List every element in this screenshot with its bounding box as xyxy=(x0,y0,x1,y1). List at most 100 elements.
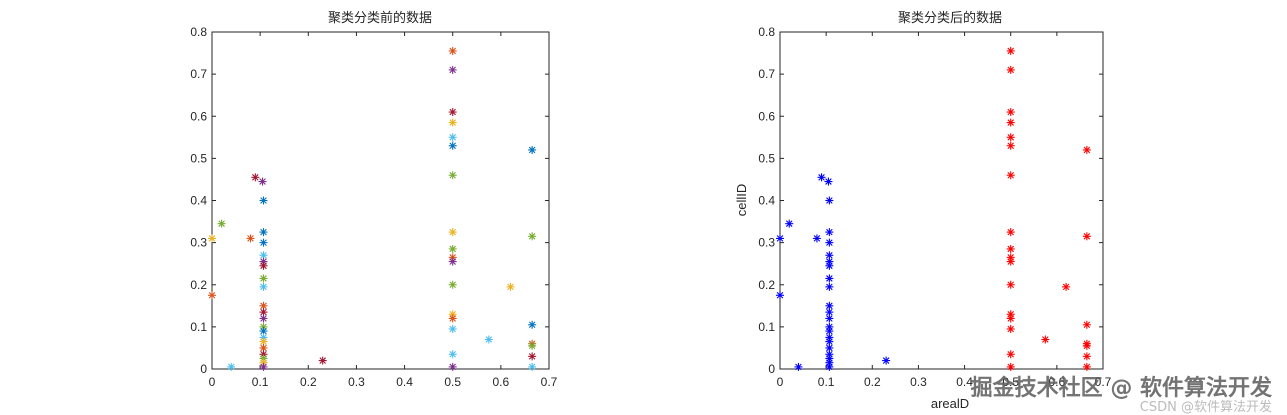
left-axes: 聚类分类前的数据 0 0.1 0.2 0.3 0.4 0.5 0.6 0.7 0.8 0 0.1 0… xyxy=(190,10,557,389)
scatter-point xyxy=(528,145,537,154)
x-tick-label: 0 xyxy=(209,375,216,389)
scatter-point xyxy=(1006,141,1015,150)
scatter-point xyxy=(528,362,537,371)
y-tick-label: 0.2 xyxy=(190,278,207,292)
scatter-point xyxy=(1006,280,1015,289)
scatter-point xyxy=(825,301,834,310)
y-tick-label: 0.5 xyxy=(190,151,207,165)
right-plot-box xyxy=(779,31,1104,370)
right-x-axis-label: arealD xyxy=(931,396,969,411)
scatter-point xyxy=(776,291,784,300)
scatter-point xyxy=(776,234,784,243)
scatter-point xyxy=(528,232,537,241)
scatter-point xyxy=(785,219,794,228)
scatter-point xyxy=(1006,362,1015,371)
x-tick-label: 0.7 xyxy=(1095,375,1112,389)
scatter-point xyxy=(825,228,834,237)
scatter-point xyxy=(448,280,457,289)
y-tick-label: 0.3 xyxy=(758,236,775,250)
scatter-point xyxy=(825,362,834,371)
scatter-point xyxy=(251,173,260,182)
scatter-point xyxy=(259,228,268,237)
y-tick-label: 0.1 xyxy=(190,320,207,334)
scatter-point xyxy=(825,274,834,283)
scatter-point xyxy=(1006,133,1015,142)
left-scatter-points xyxy=(208,46,537,371)
scatter-point xyxy=(825,261,834,270)
scatter-point xyxy=(1062,282,1071,291)
x-tick-label: 0.1 xyxy=(252,375,269,389)
scatter-point xyxy=(1082,232,1091,241)
scatter-point xyxy=(1006,46,1015,55)
scatter-point xyxy=(448,362,457,371)
scatter-point xyxy=(528,320,537,329)
y-tick-label: 0.8 xyxy=(758,25,775,39)
scatter-point xyxy=(824,177,833,186)
scatter-point xyxy=(448,108,457,117)
y-tick-label: 0.6 xyxy=(758,109,775,123)
scatter-point xyxy=(448,350,457,359)
scatter-point xyxy=(1082,320,1091,329)
x-tick-label: 0.1 xyxy=(818,375,835,389)
x-tick-label: 0.3 xyxy=(348,375,365,389)
scatter-point xyxy=(825,196,834,205)
left-y-ticks: 0 0.1 0.2 0.3 0.4 0.5 0.6 0.7 0.8 xyxy=(190,25,549,376)
y-tick-label: 0.7 xyxy=(190,67,207,81)
scatter-point xyxy=(1006,118,1015,127)
scatter-point xyxy=(825,314,834,323)
left-chart-title: 聚类分类前的数据 xyxy=(328,10,432,26)
scatter-point xyxy=(882,356,891,365)
scatter-point xyxy=(1006,257,1015,266)
scatter-point xyxy=(1006,171,1015,180)
scatter-point xyxy=(1006,324,1015,333)
x-tick-label: 0.4 xyxy=(396,375,413,389)
watermark-main: 掘金技术社区 @ 软件算法开发 xyxy=(971,375,1273,401)
x-tick-label: 0.7 xyxy=(541,375,558,389)
watermark-sub: CSDN @软件算法开发 xyxy=(1140,399,1272,415)
scatter-point xyxy=(259,261,268,270)
scatter-point xyxy=(817,173,826,182)
x-tick-label: 0.6 xyxy=(493,375,510,389)
scatter-point xyxy=(1006,314,1015,323)
right-y-axis-label: cellID xyxy=(734,184,749,217)
scatter-point xyxy=(448,133,457,142)
scatter-point xyxy=(259,314,268,323)
scatter-point xyxy=(1006,65,1015,74)
scatter-point xyxy=(259,337,268,346)
left-plot-box xyxy=(211,31,550,370)
scatter-point xyxy=(448,65,457,74)
x-tick-label: 0.2 xyxy=(864,375,881,389)
y-tick-label: 0.1 xyxy=(758,320,775,334)
scatter-point xyxy=(208,234,216,243)
y-tick-label: 0.7 xyxy=(758,67,775,81)
x-tick-label: 0.5 xyxy=(1002,375,1019,389)
scatter-point xyxy=(259,282,268,291)
scatter-point xyxy=(208,291,216,300)
scatter-point xyxy=(1006,350,1015,359)
left-x-ticks: 0 0.1 0.2 0.3 0.4 0.5 0.6 0.7 xyxy=(209,32,558,389)
scatter-point xyxy=(1082,341,1091,350)
scatter-point xyxy=(448,257,457,266)
scatter-point xyxy=(1006,108,1015,117)
scatter-point xyxy=(484,335,493,344)
scatter-point xyxy=(448,314,457,323)
scatter-point xyxy=(528,341,537,350)
scatter-point xyxy=(794,362,803,371)
scatter-point xyxy=(227,362,236,371)
x-tick-label: 0 xyxy=(777,375,784,389)
scatter-point xyxy=(448,228,457,237)
scatter-point xyxy=(1082,145,1091,154)
x-tick-label: 0.3 xyxy=(910,375,927,389)
scatter-point xyxy=(448,171,457,180)
right-chart-title: 聚类分类后的数据 xyxy=(898,10,1002,26)
scatter-point xyxy=(1006,228,1015,237)
scatter-point xyxy=(1082,352,1091,361)
y-tick-label: 0 xyxy=(200,362,207,376)
right-axes: 聚类分类后的数据 cellID 0 0.1 0.2 0.3 0.4 0.5 0.6 0.7 0.… xyxy=(734,10,1112,411)
y-tick-label: 0.6 xyxy=(190,109,207,123)
scatter-point xyxy=(528,352,537,361)
y-tick-label: 0.8 xyxy=(190,25,207,39)
x-tick-label: 0.2 xyxy=(300,375,317,389)
y-tick-label: 0.5 xyxy=(758,151,775,165)
right-x-ticks: 0 0.1 0.2 0.3 0.4 0.5 0.6 0.7 xyxy=(777,32,1112,389)
